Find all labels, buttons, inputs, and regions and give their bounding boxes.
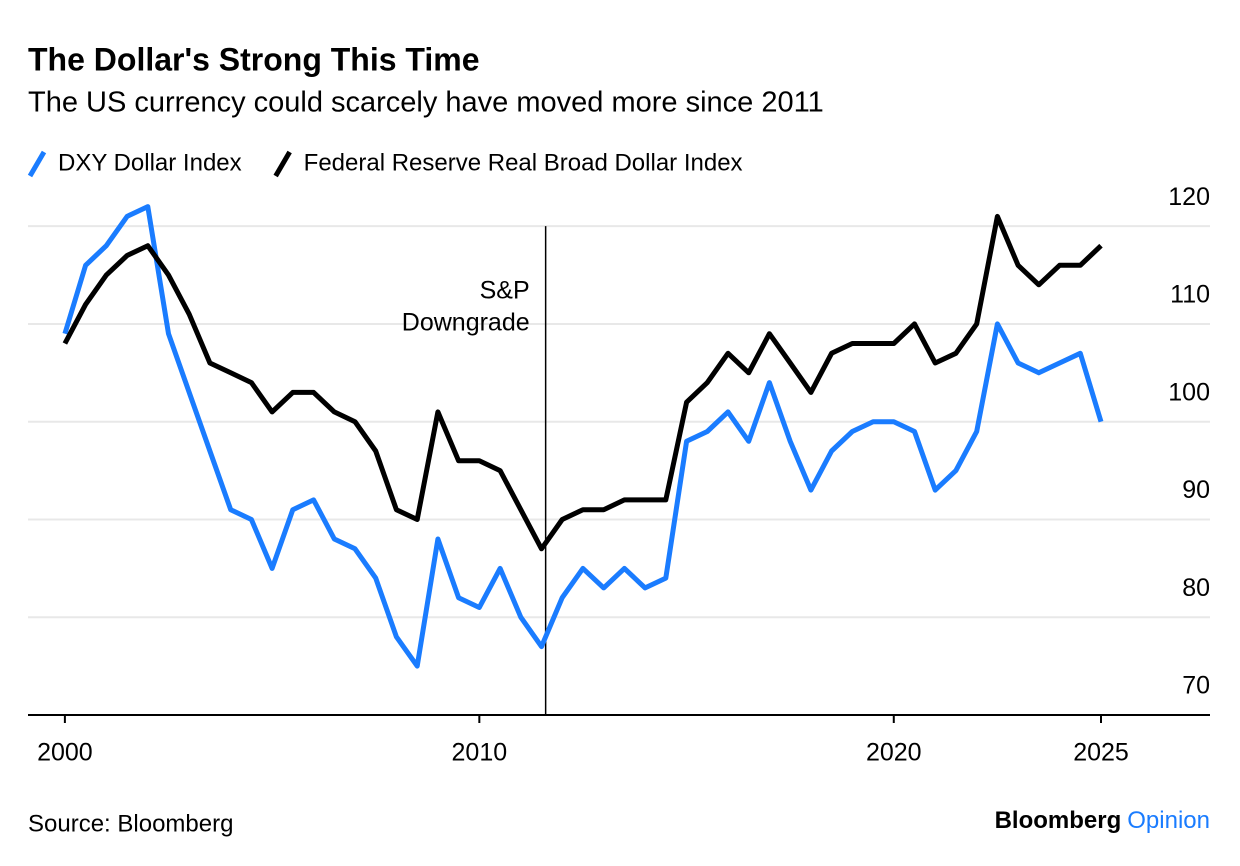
chart-subtitle: The US currency could scarcely have move…: [28, 87, 824, 119]
annotation-text: S&P: [480, 277, 530, 305]
annotation-text: Downgrade: [402, 309, 530, 337]
x-tick-label: 2010: [452, 739, 508, 767]
legend-swatch: [273, 150, 292, 178]
brand-name: Bloomberg: [995, 807, 1122, 834]
legend-label: DXY Dollar Index: [58, 149, 242, 176]
y-tick-label: 120: [1168, 183, 1210, 211]
series-line: [62, 213, 1103, 552]
legend-label: Federal Reserve Real Broad Dollar Index: [304, 149, 743, 176]
y-tick-label: 100: [1168, 378, 1210, 406]
x-tick-label: 2025: [1073, 739, 1129, 767]
y-tick-label: 110: [1170, 281, 1210, 309]
brand: Bloomberg Opinion: [995, 807, 1210, 834]
x-tick-label: 2020: [866, 739, 922, 767]
y-tick-label: 80: [1182, 574, 1210, 602]
chart-title: The Dollar's Strong This Time: [28, 41, 480, 77]
series-line: [62, 204, 1104, 669]
legend-swatch: [27, 150, 47, 178]
x-tick-label: 2000: [37, 739, 93, 767]
source: Source: Bloomberg: [28, 810, 233, 837]
brand-section: Opinion: [1127, 807, 1210, 834]
y-tick-label: 90: [1182, 476, 1210, 504]
y-tick-label: 70: [1182, 672, 1210, 700]
